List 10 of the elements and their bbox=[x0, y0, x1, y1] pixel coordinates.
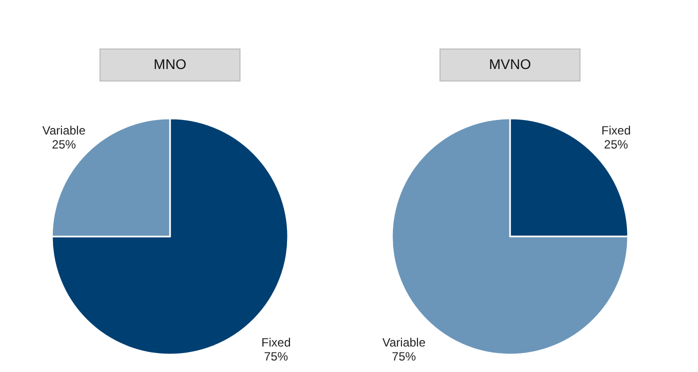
data-label: 75% bbox=[264, 350, 288, 364]
chart-title: MNO bbox=[154, 56, 186, 72]
chart-title: MVNO bbox=[489, 56, 532, 72]
slice-label: Variable bbox=[382, 336, 426, 350]
slice-label: Variable bbox=[42, 123, 86, 138]
data-label: 75% bbox=[392, 350, 416, 364]
data-label: 25% bbox=[604, 137, 628, 152]
data-label: 25% bbox=[52, 137, 76, 152]
slice-label: Fixed bbox=[261, 336, 291, 350]
slice-label: Fixed bbox=[601, 123, 631, 138]
